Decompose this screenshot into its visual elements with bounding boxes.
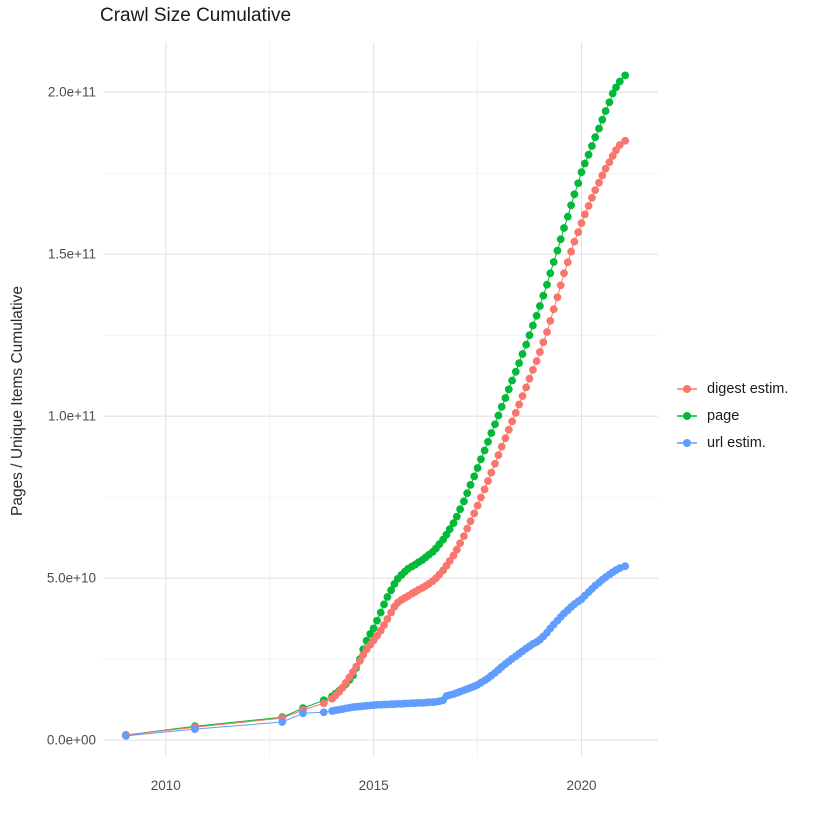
legend-key-icon: [677, 385, 697, 393]
x-axis-tick-labels: 2010 2015 2020: [151, 778, 597, 793]
svg-text:0.0e+00: 0.0e+00: [47, 733, 96, 748]
svg-text:2010: 2010: [151, 778, 181, 793]
legend-label: page: [707, 408, 740, 424]
grid-minor: [103, 42, 658, 757]
series-points: [122, 136, 630, 739]
svg-text:1.5e+11: 1.5e+11: [48, 247, 96, 262]
legend: digest estim. page url estim.: [676, 380, 788, 452]
svg-text:1.0e+11: 1.0e+11: [48, 409, 96, 424]
svg-text:5.0e+10: 5.0e+10: [47, 571, 96, 586]
series-points: [122, 562, 630, 740]
svg-text:2015: 2015: [359, 778, 389, 793]
legend-item-digest-estim-: digest estim.: [676, 380, 788, 398]
grid-major: [103, 42, 658, 757]
svg-text:2020: 2020: [566, 778, 596, 793]
legend-item-page: page: [676, 407, 788, 425]
legend-key-icon: [677, 439, 697, 447]
chart-title: Crawl Size Cumulative: [100, 5, 292, 26]
legend-label: digest estim.: [707, 381, 789, 397]
legend-key-icon: [677, 412, 697, 420]
series-digest-estim-: [122, 136, 630, 739]
legend-item-url-estim-: url estim.: [676, 434, 788, 452]
legend-label: url estim.: [707, 435, 766, 451]
series-url-estim-: [122, 562, 630, 740]
svg-text:2.0e+11: 2.0e+11: [48, 85, 96, 100]
y-axis-tick-labels: 0.0e+00 5.0e+10 1.0e+11 1.5e+11 2.0e+11: [47, 85, 96, 748]
